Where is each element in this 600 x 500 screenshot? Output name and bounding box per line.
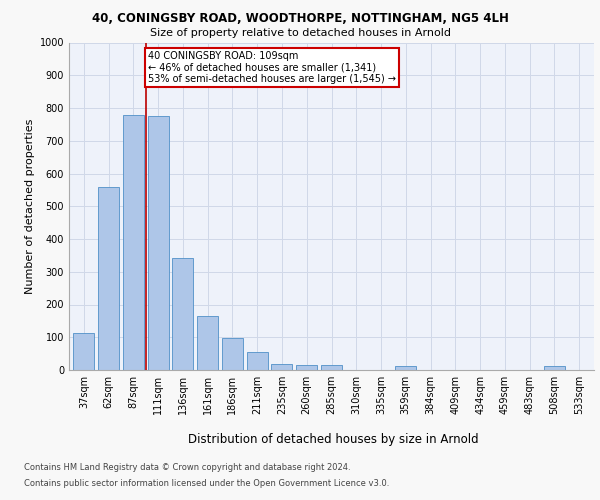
Text: 40 CONINGSBY ROAD: 109sqm
← 46% of detached houses are smaller (1,341)
53% of se: 40 CONINGSBY ROAD: 109sqm ← 46% of detac… xyxy=(148,50,396,84)
Y-axis label: Number of detached properties: Number of detached properties xyxy=(25,118,35,294)
Bar xyxy=(544,366,565,370)
Bar xyxy=(123,115,144,370)
Bar xyxy=(395,366,416,370)
Text: Contains public sector information licensed under the Open Government Licence v3: Contains public sector information licen… xyxy=(24,478,389,488)
Text: Contains HM Land Registry data © Crown copyright and database right 2024.: Contains HM Land Registry data © Crown c… xyxy=(24,464,350,472)
Bar xyxy=(247,352,268,370)
Text: Distribution of detached houses by size in Arnold: Distribution of detached houses by size … xyxy=(188,432,478,446)
Bar xyxy=(98,188,119,370)
Bar xyxy=(73,333,94,370)
Bar xyxy=(222,338,243,370)
Text: 40, CONINGSBY ROAD, WOODTHORPE, NOTTINGHAM, NG5 4LH: 40, CONINGSBY ROAD, WOODTHORPE, NOTTINGH… xyxy=(92,12,508,26)
Text: Size of property relative to detached houses in Arnold: Size of property relative to detached ho… xyxy=(149,28,451,38)
Bar xyxy=(271,364,292,370)
Bar xyxy=(148,116,169,370)
Bar xyxy=(197,316,218,370)
Bar xyxy=(321,366,342,370)
Bar xyxy=(296,366,317,370)
Bar xyxy=(172,258,193,370)
